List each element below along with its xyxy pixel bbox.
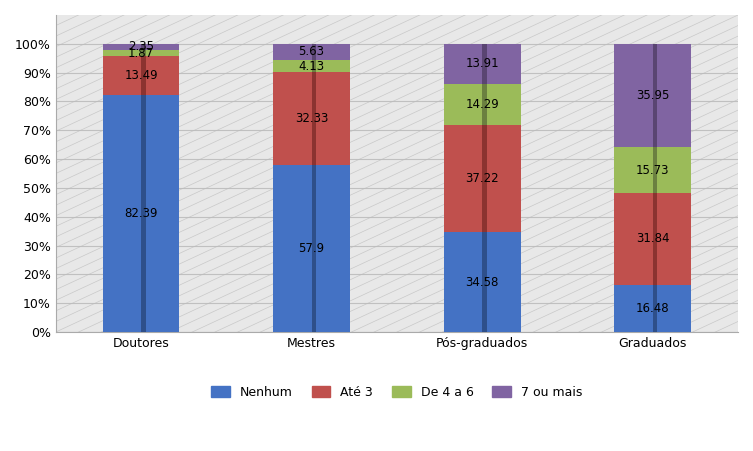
Text: 14.29: 14.29 (465, 98, 499, 111)
Text: 37.22: 37.22 (465, 172, 499, 185)
Bar (444, 232, 520, 332)
Bar (102, 55, 179, 95)
Bar (482, 84, 486, 125)
Text: 2.35: 2.35 (128, 41, 154, 53)
Bar (444, 125, 520, 232)
Bar (614, 193, 691, 285)
Text: 16.48: 16.48 (636, 302, 669, 315)
Bar (482, 232, 486, 332)
Text: 57.9: 57.9 (298, 242, 325, 255)
Bar (141, 95, 145, 332)
Bar (444, 84, 520, 125)
Text: 32.33: 32.33 (295, 112, 328, 125)
Bar (312, 60, 316, 72)
Text: 5.63: 5.63 (299, 46, 325, 59)
Text: 13.91: 13.91 (465, 57, 499, 70)
Text: 82.39: 82.39 (124, 207, 158, 220)
Text: 15.73: 15.73 (636, 164, 669, 177)
Bar (141, 51, 145, 55)
Bar (273, 72, 350, 165)
Bar (653, 44, 657, 147)
Bar (102, 95, 179, 332)
Bar (614, 285, 691, 332)
Bar (141, 55, 145, 95)
Text: 4.13: 4.13 (298, 60, 325, 73)
Bar (653, 285, 657, 332)
Bar (653, 193, 657, 285)
Bar (444, 44, 520, 84)
Bar (273, 165, 350, 332)
Bar (482, 44, 486, 84)
Bar (614, 44, 691, 147)
Bar (102, 51, 179, 55)
Bar (102, 44, 179, 51)
Bar (141, 44, 145, 51)
Bar (482, 125, 486, 232)
Bar (273, 44, 350, 60)
Text: 1.87: 1.87 (128, 46, 154, 60)
Legend: Nenhum, Até 3, De 4 a 6, 7 ou mais: Nenhum, Até 3, De 4 a 6, 7 ou mais (205, 379, 589, 405)
Bar (614, 147, 691, 193)
Bar (312, 72, 316, 165)
Text: 31.84: 31.84 (636, 232, 669, 245)
Bar (312, 165, 316, 332)
Bar (273, 60, 350, 72)
Text: 13.49: 13.49 (124, 69, 158, 82)
Bar (312, 44, 316, 60)
Text: 35.95: 35.95 (636, 89, 669, 102)
Bar (653, 147, 657, 193)
Text: 34.58: 34.58 (465, 276, 498, 289)
